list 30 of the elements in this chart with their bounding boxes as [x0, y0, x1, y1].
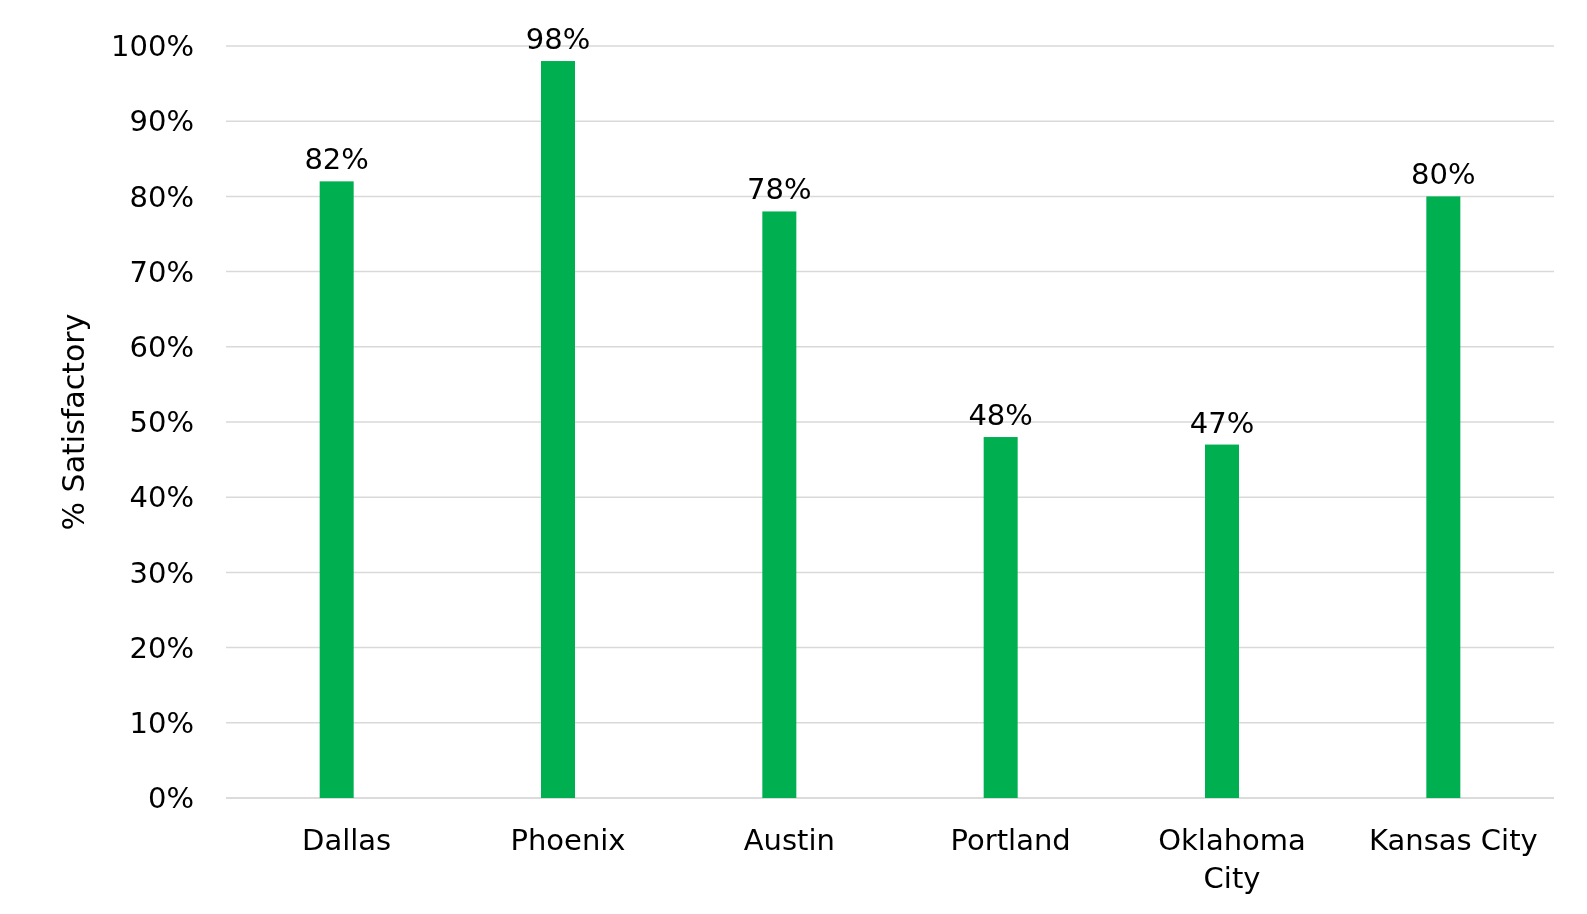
- y-tick-label: 50%: [129, 405, 194, 440]
- x-tick-label: Oklahoma City: [1158, 823, 1306, 895]
- bar: [319, 181, 354, 798]
- x-tick-label: Austin: [743, 823, 835, 857]
- data-label: 82%: [304, 142, 369, 177]
- x-tick-label: Portland: [950, 823, 1071, 857]
- y-tick-label: 80%: [129, 179, 194, 214]
- x-tick-label: Phoenix: [510, 823, 626, 857]
- y-tick-label: 20%: [129, 630, 194, 665]
- data-label: 48%: [968, 398, 1033, 433]
- bar: [541, 61, 575, 798]
- bar: [762, 211, 797, 798]
- data-label: 78%: [747, 172, 812, 207]
- y-tick-label: 60%: [129, 329, 194, 364]
- bar: [983, 437, 1018, 798]
- y-tick-label: 40%: [129, 480, 194, 515]
- y-tick-label: 90%: [129, 104, 194, 139]
- data-label: 47%: [1189, 405, 1255, 440]
- y-axis-title: % Satisfactory: [56, 313, 91, 531]
- y-tick-label: 10%: [129, 705, 194, 740]
- data-label: 98%: [525, 22, 591, 57]
- data-label: 80%: [1411, 157, 1476, 192]
- bar: [1426, 196, 1461, 798]
- bar: [1205, 444, 1239, 798]
- x-tick-label: Dallas: [302, 823, 392, 857]
- y-tick-label: 0%: [147, 781, 194, 816]
- y-tick-label: 30%: [129, 555, 194, 590]
- y-tick-label: 70%: [129, 254, 194, 289]
- x-tick-label: Kansas City: [1368, 823, 1538, 857]
- y-tick-label: 100%: [111, 29, 194, 64]
